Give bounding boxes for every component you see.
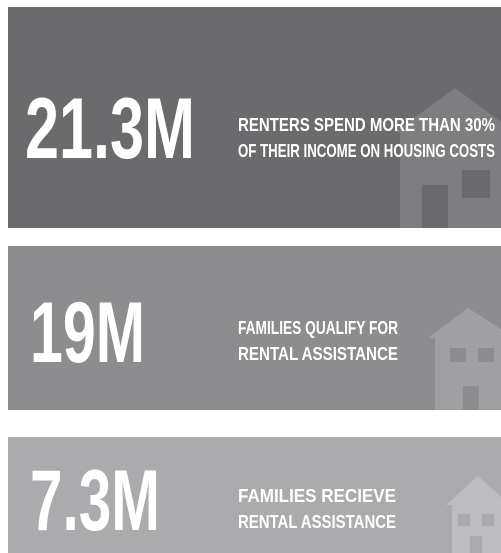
panel-background	[8, 437, 501, 553]
caption-line: FAMILIES QUALIFY FOR	[238, 318, 398, 338]
caption-line: OF THEIR INCOME ON HOUSING COSTS	[238, 141, 495, 161]
caption-line: RENTERS SPEND MORE THAN 30%	[238, 115, 495, 135]
panel: 21.3M RENTERS SPEND MORE THAN 30% OF THE…	[8, 7, 501, 228]
figure: 7.3M	[30, 453, 160, 549]
house-icon	[395, 88, 501, 228]
panel-background	[8, 246, 501, 410]
figure: 19M	[30, 285, 145, 381]
panel: 7.3M FAMILIES RECIEVE RENTAL ASSISTANCE	[8, 437, 501, 553]
panel: 19M FAMILIES QUALIFY FOR RENTAL ASSISTAN…	[8, 246, 501, 410]
caption-line: FAMILIES RECIEVE	[238, 486, 396, 506]
caption-line: RENTAL ASSISTANCE	[238, 512, 396, 532]
caption-line: RENTAL ASSISTANCE	[238, 344, 398, 364]
house-icon	[446, 476, 501, 553]
figure: 21.3M	[25, 81, 195, 177]
house-icon	[428, 308, 501, 410]
